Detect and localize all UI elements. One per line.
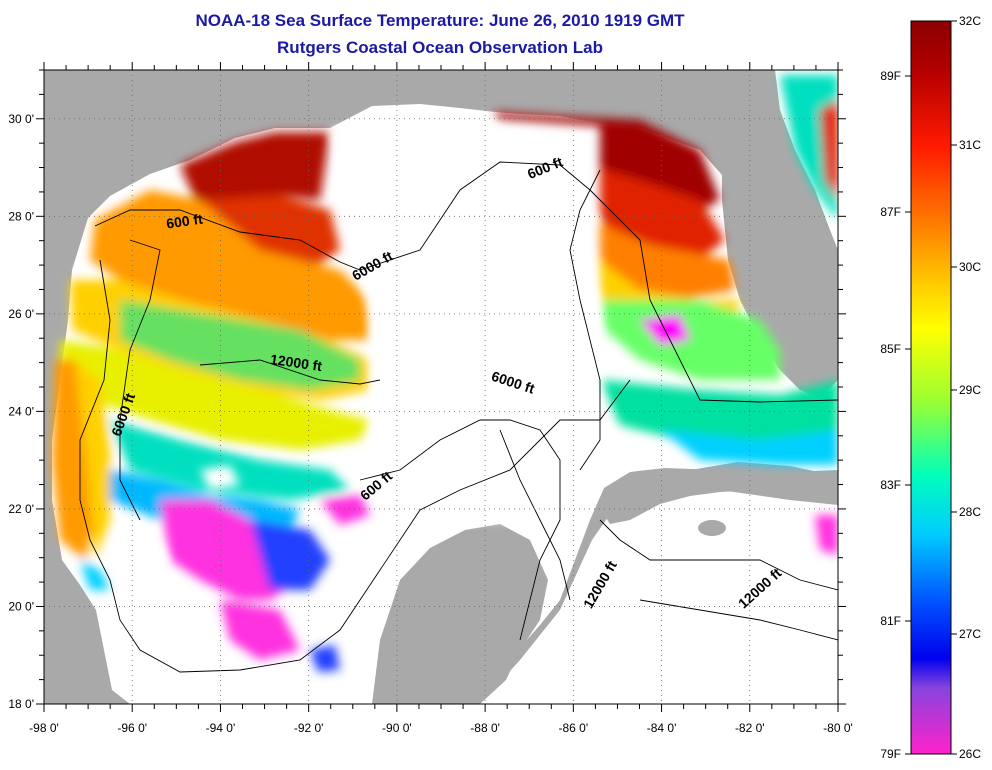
x-tick-label: -94 0' [206, 721, 236, 735]
x-tick-label: -80 0' [823, 721, 853, 735]
y-tick-label: 22 0' [8, 502, 34, 516]
map-title: NOAA-18 Sea Surface Temperature: June 26… [195, 11, 685, 30]
y-tick-label: 28 0' [8, 209, 34, 223]
colorbar-labels: 32C 31C 30C 29C 28C 27C 26C 89F 87F 85F 83F 81F 79F [880, 14, 981, 761]
cuba-land [600, 462, 838, 524]
colorbar-label-celsius: 31C [959, 138, 981, 152]
x-tick-label: -92 0' [294, 721, 324, 735]
colorbar-label-fahrenheit: 83F [880, 478, 901, 492]
y-tick-label: 24 0' [8, 404, 34, 418]
sst-overlay [52, 75, 838, 672]
map-subtitle: Rutgers Coastal Ocean Observation Lab [277, 38, 603, 57]
bathymetry-contours [79, 161, 838, 673]
colorbar-label-celsius: 32C [959, 14, 981, 28]
x-tick-label: -96 0' [117, 721, 147, 735]
colorbar-label-fahrenheit: 89F [880, 69, 901, 83]
y-tick-label: 18 0' [8, 697, 34, 711]
x-tick-label: -82 0' [735, 721, 765, 735]
colorbar-label-fahrenheit: 85F [880, 342, 901, 356]
colorbar-label-fahrenheit: 87F [880, 205, 901, 219]
island-land [698, 520, 726, 536]
cloud-gaps [120, 118, 600, 580]
florida-land [722, 140, 838, 398]
y-tick-label: 30 0' [8, 112, 34, 126]
yucatan-land [372, 524, 548, 704]
colorbar-label-celsius: 28C [959, 505, 981, 519]
contour-label: 12000 ft [269, 351, 323, 374]
colorbar-label-fahrenheit: 81F [880, 614, 901, 628]
colorbar-gradient [910, 20, 952, 755]
colorbar-label-celsius: 29C [959, 383, 981, 397]
x-tick-label: -98 0' [29, 721, 59, 735]
graticule [44, 70, 838, 704]
x-tick-label: -86 0' [559, 721, 589, 735]
colorbar-label-celsius: 30C [959, 260, 981, 274]
longitude-axis: -98 0' -96 0' -94 0' -92 0' -90 0' -88 0' -86 … [29, 62, 853, 735]
colorbar: 32C 31C 30C 29C 28C 27C 26C 89F 87F 85F 83F 81F 79F [880, 14, 981, 761]
x-tick-label: -84 0' [647, 721, 677, 735]
y-tick-label: 20 0' [8, 599, 34, 613]
colorbar-label-celsius: 26C [959, 747, 981, 761]
colorbar-label-celsius: 27C [959, 627, 981, 641]
x-tick-label: -90 0' [382, 721, 412, 735]
caribbean-water [480, 470, 838, 704]
contour-label: 600 ft [165, 211, 204, 232]
x-tick-label: -88 0' [470, 721, 500, 735]
colorbar-label-fahrenheit: 79F [880, 747, 901, 761]
latitude-axis: 18 0' 20 0' 22 0' 24 0' 26 0' 28 0' 30 0' [8, 69, 846, 711]
y-tick-label: 26 0' [8, 307, 34, 321]
